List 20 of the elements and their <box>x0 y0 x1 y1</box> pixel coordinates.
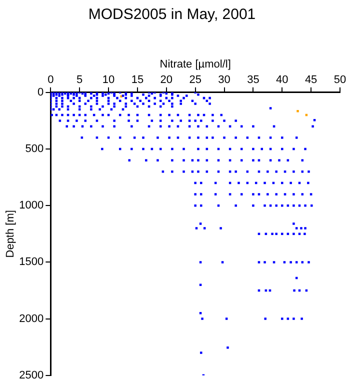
x-tick-label: 45 <box>304 74 318 86</box>
x-tick-label: 25 <box>189 74 202 86</box>
y-tick-label: 0 <box>38 86 44 98</box>
x-tick-label: 5 <box>76 74 83 86</box>
y-tick-label: 500 <box>25 143 44 156</box>
x-tick-label: 50 <box>334 74 346 86</box>
x-tick-label: 40 <box>276 74 288 86</box>
x-tick-label: 35 <box>247 74 260 86</box>
x-axis-title: Nitrate [µmol/l] <box>160 58 231 71</box>
x-tick-label: 30 <box>218 74 230 86</box>
y-axis-title: Depth [m] <box>4 210 17 258</box>
y-tick-label: 2500 <box>19 369 44 382</box>
y-tick-label: 1500 <box>19 256 44 268</box>
x-tick-label: 15 <box>131 74 144 86</box>
y-tick-label: 1000 <box>19 200 44 212</box>
x-tick-label: 20 <box>160 74 173 86</box>
x-tick-label: 10 <box>102 74 115 86</box>
y-tick-label: 2000 <box>19 312 44 325</box>
chart-title: MODS2005 in May, 2001 <box>88 6 256 24</box>
x-tick-label: 0 <box>48 74 54 86</box>
